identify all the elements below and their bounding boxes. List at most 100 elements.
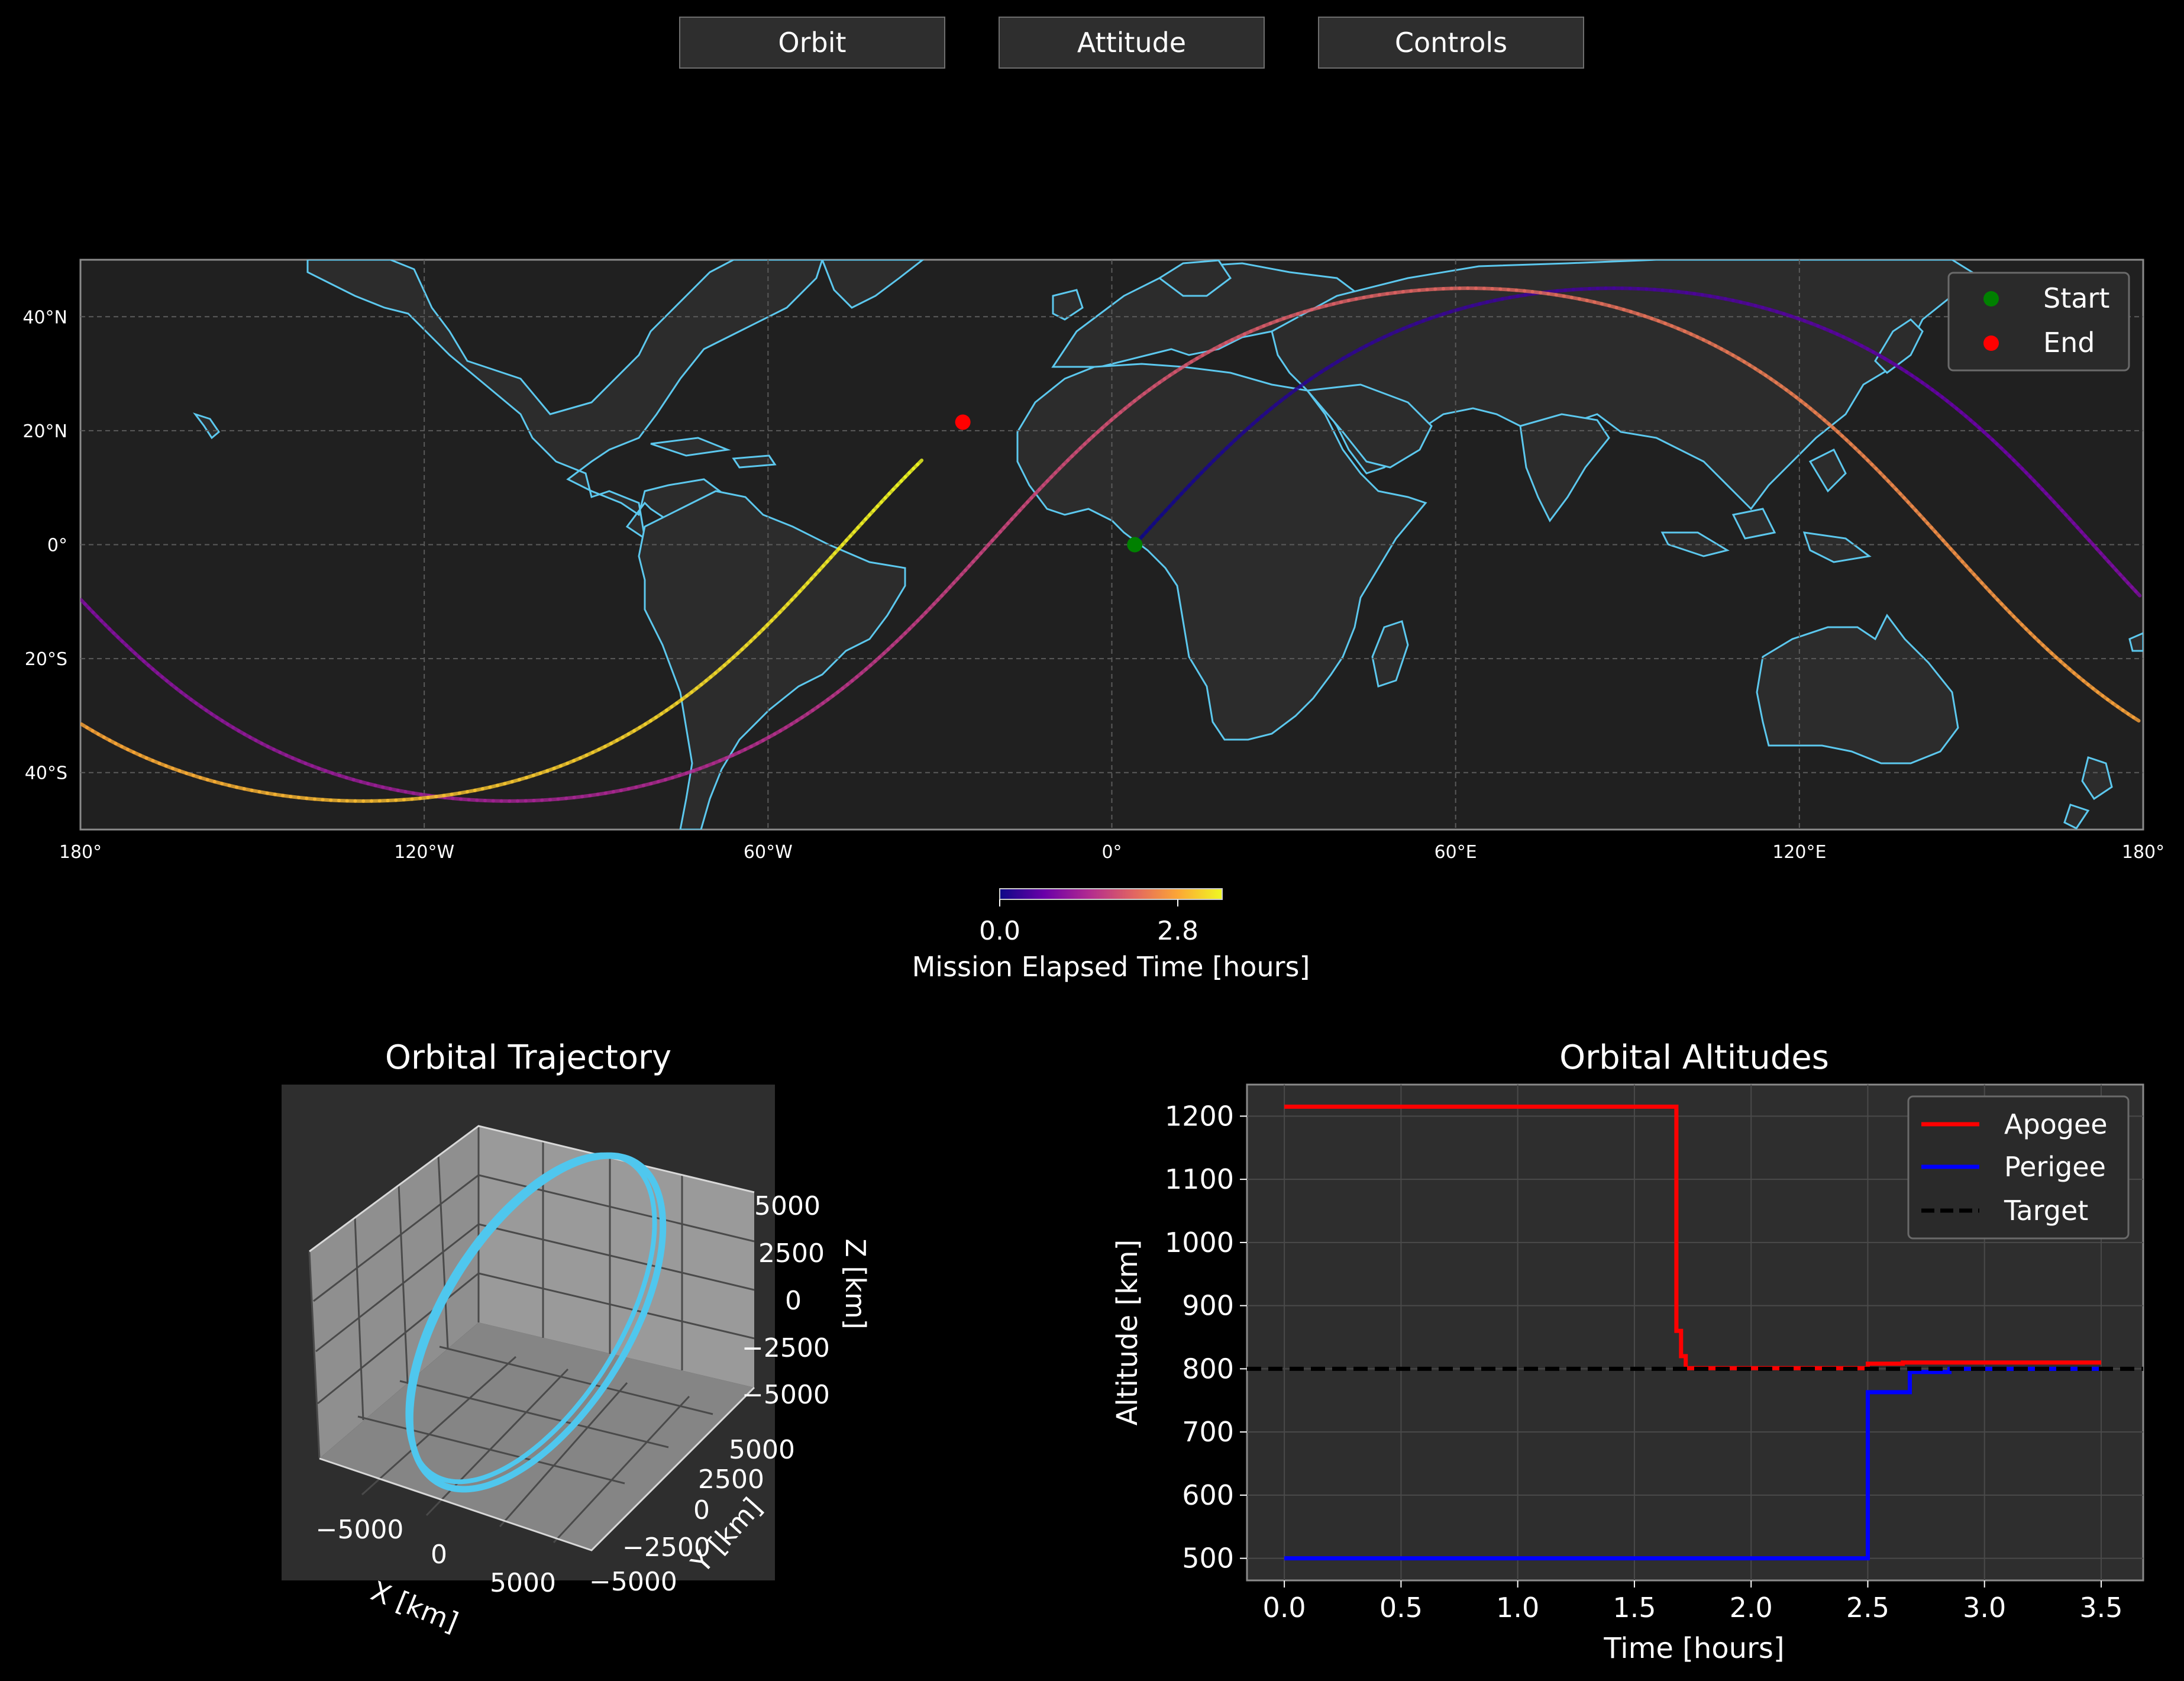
legend-end-marker xyxy=(1983,335,1999,351)
alt-ytick-label-4: 900 xyxy=(1182,1290,1234,1322)
traj-top-edge xyxy=(309,1125,755,1253)
traj-gridline-13 xyxy=(317,1272,479,1405)
alt-xtick-label-4: 2.0 xyxy=(1730,1592,1773,1624)
trajectory-orbit-line xyxy=(406,1152,667,1493)
map-xtick-label-5: 120°E xyxy=(1772,842,1826,863)
colorbar-label: Mission Elapsed Time [hours] xyxy=(912,951,1310,983)
ground-track-segment-182 xyxy=(2134,589,2142,598)
y-tick-label-4: −5000 xyxy=(589,1567,677,1597)
traj-gridline-14 xyxy=(357,1415,625,1485)
x-tick-label-0: −5000 xyxy=(316,1515,404,1545)
altitudes-legend: Apogee Perigee Target xyxy=(1907,1095,2130,1240)
altitudes-x-axis-label: Time [hours] xyxy=(1603,1632,1784,1665)
coastlines xyxy=(192,260,2143,830)
colorbar: 0.0 2.8 Mission Elapsed Time [hours] xyxy=(912,888,1310,983)
series-apogee-line xyxy=(1284,1104,2101,1370)
altitudes-y-axis-label: Altitude [km] xyxy=(1111,1240,1144,1426)
y-tick-label-2: 0 xyxy=(693,1495,710,1525)
map-ytick-label-3: 20°S xyxy=(25,649,67,670)
traj-gridline-4 xyxy=(478,1174,755,1243)
z-tick-label-3: −2500 xyxy=(742,1333,830,1363)
map-xtick-label-1: 120°W xyxy=(394,842,454,863)
tab-controls[interactable]: Controls xyxy=(1318,17,1584,69)
legend-target-label: Target xyxy=(2004,1195,2088,1227)
z-tick-label-0: 5000 xyxy=(754,1191,820,1221)
map-legend: Start End xyxy=(1947,272,2130,372)
orbital-altitudes-panel: Orbital Altitudes 0.0 0.5 1.0 1.5 2.0 2.5 3.0 3… xyxy=(1111,1038,2144,1665)
alt-ytick-label-0: 500 xyxy=(1182,1543,1234,1574)
colorbar-tick-label-1: 2.8 xyxy=(1157,916,1198,946)
alt-xtick-label-7: 3.5 xyxy=(2079,1592,2122,1624)
legend-perigee-label: Perigee xyxy=(2004,1151,2106,1183)
traj-gridline-19 xyxy=(499,1382,628,1527)
alt-xtick-label-6: 3.0 xyxy=(1963,1592,2006,1624)
traj-gridline-12 xyxy=(315,1223,479,1353)
alt-xtick-label-2: 1.0 xyxy=(1496,1592,1539,1624)
altitudes-x-ticks: 0.0 0.5 1.0 1.5 2.0 2.5 3.0 3.5 xyxy=(1263,1580,2123,1624)
traj-gridline-17 xyxy=(361,1356,517,1496)
alt-xtick-label-5: 2.5 xyxy=(1846,1592,1889,1624)
map-xtick-label-3: 0° xyxy=(1101,842,1122,863)
traj-gridline-6 xyxy=(478,1272,755,1340)
ground-track-map: 180° 120°W 60°W 0° 60°E 120°E 180° 40°N 20°N 0° 2… xyxy=(22,259,2164,983)
x-tick-label-1: 0 xyxy=(431,1540,447,1570)
alt-xtick-label-0: 0.0 xyxy=(1263,1592,1306,1624)
map-ytick-label-2: 0° xyxy=(47,535,67,556)
alt-ytick-label-1: 600 xyxy=(1182,1479,1234,1511)
legend-end-label: End xyxy=(2043,327,2095,359)
traj-gridline-20 xyxy=(553,1395,690,1544)
alt-ytick-label-3: 800 xyxy=(1182,1353,1234,1385)
altitudes-title: Orbital Altitudes xyxy=(1559,1038,1829,1077)
traj-gridline-16 xyxy=(439,1346,713,1415)
ground-track-path xyxy=(80,286,2142,803)
ground-track-segment-554 xyxy=(2131,715,2141,723)
z-tick-label-2: 0 xyxy=(785,1286,802,1316)
alt-xtick-label-3: 1.5 xyxy=(1613,1592,1656,1624)
tab-orbit[interactable]: Orbit xyxy=(679,17,945,69)
map-latitude-ticks: 40°N 20°N 0° 20°S 40°S xyxy=(22,307,67,783)
alt-xtick-label-1: 0.5 xyxy=(1379,1592,1423,1624)
z-tick-label-4: −5000 xyxy=(742,1380,830,1410)
tab-attitude[interactable]: Attitude xyxy=(999,17,1265,69)
alt-ytick-label-2: 700 xyxy=(1182,1416,1234,1448)
x-axis-label: X [km] xyxy=(367,1574,463,1638)
x-tick-label-2: 5000 xyxy=(490,1568,556,1598)
ground-track-segment-700 xyxy=(916,458,924,466)
map-xtick-label-4: 60°E xyxy=(1435,842,1477,863)
map-ytick-label-0: 40°N xyxy=(22,307,67,328)
traj-gridline-7 xyxy=(308,1251,321,1459)
alt-ytick-label-6: 1100 xyxy=(1165,1163,1234,1195)
start-marker xyxy=(1127,537,1143,553)
end-marker xyxy=(955,414,971,430)
altitudes-y-ticks: 500 600 700 800 900 1000 1100 1200 xyxy=(1165,1100,1247,1574)
traj-gridline-15 xyxy=(399,1380,669,1448)
y-tick-label-3: −2500 xyxy=(622,1532,710,1563)
orbital-trajectory-panel: Orbital Trajectory −5000 0 5000 X [km] 5… xyxy=(282,1038,871,1638)
traj-gridline-11 xyxy=(313,1174,479,1302)
series-perigee-line xyxy=(1284,1366,2101,1561)
trajectory-title: Orbital Trajectory xyxy=(385,1038,671,1077)
floor-pane xyxy=(319,1322,754,1550)
traj-floor-edge xyxy=(319,1386,755,1551)
trajectory-gridlines xyxy=(308,1125,755,1551)
map-longitude-ticks: 180° 120°W 60°W 0° 60°E 120°E 180° xyxy=(59,842,2164,863)
map-xtick-label-2: 60°W xyxy=(744,842,793,863)
map-gridlines xyxy=(80,260,2143,830)
colorbar-gradient xyxy=(999,888,1223,900)
map-xtick-label-6: 180° xyxy=(2122,842,2164,863)
trajectory-orbit-line-2 xyxy=(405,1152,657,1485)
y-tick-label-0: 5000 xyxy=(729,1435,795,1465)
traj-gridline-5 xyxy=(478,1223,755,1291)
legend-start-label: Start xyxy=(2043,282,2109,314)
z-axis-label: Z [km] xyxy=(839,1238,871,1329)
y-tick-label-1: 2500 xyxy=(698,1464,764,1495)
map-ytick-label-4: 40°S xyxy=(25,763,67,784)
z-tick-label-1: 2500 xyxy=(758,1238,825,1269)
alt-ytick-label-5: 1000 xyxy=(1165,1227,1234,1259)
map-xtick-label-0: 180° xyxy=(59,842,102,863)
traj-gridline-18 xyxy=(425,1368,569,1517)
map-ytick-label-1: 20°N xyxy=(22,421,67,442)
colorbar-tick-label-0: 0.0 xyxy=(979,916,1020,946)
legend-apogee-label: Apogee xyxy=(2004,1108,2108,1140)
